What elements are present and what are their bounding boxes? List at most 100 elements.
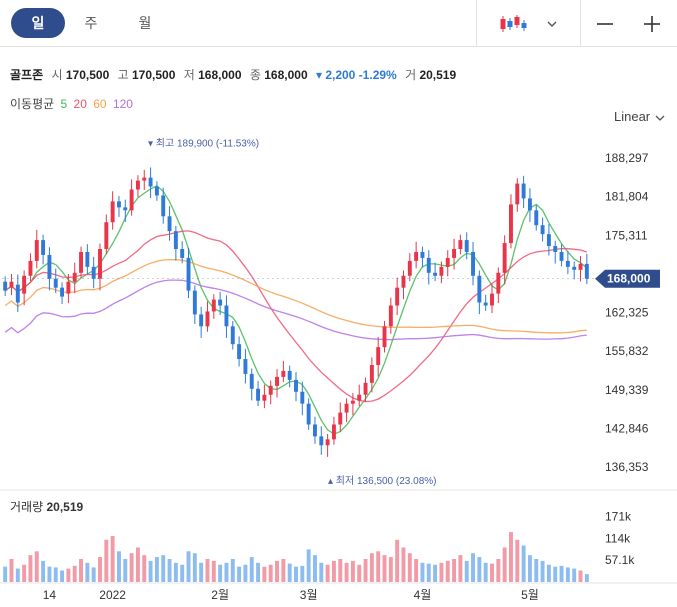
candle-body[interactable] (22, 275, 27, 294)
candle-body[interactable] (414, 251, 419, 261)
candle-body[interactable] (401, 275, 406, 288)
candle-body[interactable] (325, 439, 330, 446)
candle-body[interactable] (205, 311, 210, 327)
candle-body[interactable] (47, 254, 52, 279)
candle-body[interactable] (110, 201, 115, 223)
candle-body[interactable] (3, 281, 8, 291)
candle-body[interactable] (60, 287, 65, 297)
candle-body[interactable] (275, 376, 279, 386)
candle-body[interactable] (483, 302, 488, 306)
candle-body[interactable] (294, 379, 298, 392)
candle-body[interactable] (237, 344, 242, 360)
candle-body[interactable] (382, 326, 387, 348)
candle-body[interactable] (439, 266, 444, 276)
candle-body[interactable] (167, 216, 172, 232)
candle-body[interactable] (249, 373, 254, 389)
candle-body[interactable] (173, 231, 178, 249)
candle-body[interactable] (230, 326, 235, 345)
candle-body[interactable] (91, 266, 96, 279)
candle-body[interactable] (496, 272, 501, 294)
candle-body[interactable] (306, 403, 311, 425)
candle-body[interactable] (161, 195, 166, 217)
candle-body[interactable] (268, 385, 273, 395)
candle-body[interactable] (572, 266, 577, 270)
candle-body[interactable] (41, 240, 46, 255)
candle-body[interactable] (344, 403, 349, 413)
candle-body[interactable] (445, 257, 450, 267)
candle-body[interactable] (515, 183, 520, 205)
candle-body[interactable] (142, 177, 147, 181)
candle-body[interactable] (186, 257, 191, 291)
candle-body[interactable] (490, 293, 494, 306)
candle-body[interactable] (331, 424, 336, 440)
tab-daily[interactable]: 일 (11, 8, 65, 38)
candle-body[interactable] (117, 201, 121, 208)
candle-body[interactable] (34, 240, 39, 261)
candle-body[interactable] (180, 248, 185, 258)
candle-body[interactable] (521, 183, 526, 199)
candle-body[interactable] (287, 370, 292, 380)
candle-body[interactable] (9, 281, 14, 288)
candle-body[interactable] (388, 305, 393, 327)
candle-body[interactable] (464, 240, 469, 252)
candle-body[interactable] (458, 240, 463, 249)
candle-body[interactable] (15, 284, 20, 303)
candle-body[interactable] (224, 305, 229, 327)
candle-body[interactable] (218, 299, 223, 306)
candle-body[interactable] (509, 204, 513, 244)
candle-body[interactable] (433, 272, 438, 276)
chart-type-selector[interactable] (477, 0, 577, 47)
candle-body[interactable] (300, 391, 305, 404)
candle-body[interactable] (363, 382, 368, 395)
candle-body[interactable] (426, 257, 431, 273)
candle-body[interactable] (527, 198, 532, 211)
candle-body[interactable] (154, 186, 159, 196)
candle-body[interactable] (66, 281, 71, 294)
candle-body[interactable] (72, 272, 77, 282)
candle-body[interactable] (281, 370, 286, 377)
candle-body[interactable] (129, 189, 134, 211)
candle-body[interactable] (85, 251, 90, 267)
candle-body[interactable] (211, 299, 216, 312)
candle-body[interactable] (502, 243, 507, 273)
zoom-out-button[interactable] (585, 0, 625, 47)
candle-body[interactable] (452, 248, 457, 258)
candle-body[interactable] (559, 251, 564, 261)
candle-body[interactable] (79, 251, 83, 273)
candle-body[interactable] (98, 248, 102, 279)
candle-body[interactable] (369, 364, 374, 383)
zoom-in-button[interactable] (632, 0, 672, 47)
candle-body[interactable] (546, 234, 551, 247)
candle-body[interactable] (256, 388, 261, 401)
candle-body[interactable] (313, 424, 317, 437)
candle-body[interactable] (123, 207, 128, 211)
candle-body[interactable] (407, 260, 412, 276)
candle-body[interactable] (565, 260, 570, 267)
tab-monthly[interactable]: 월 (138, 15, 152, 31)
candle-body[interactable] (376, 347, 381, 365)
candle-body[interactable] (540, 225, 545, 235)
candle-body[interactable] (199, 314, 204, 327)
candle-body[interactable] (338, 412, 343, 425)
candle-body[interactable] (477, 275, 482, 303)
candle-body[interactable] (135, 180, 140, 190)
candle-body[interactable] (584, 263, 589, 279)
candle-body[interactable] (553, 246, 558, 252)
candle-body[interactable] (53, 278, 58, 288)
candle-body[interactable] (28, 260, 33, 276)
scale-selector[interactable]: Linear (614, 109, 666, 124)
candle-body[interactable] (350, 400, 355, 404)
candle-body[interactable] (243, 359, 248, 374)
candle-body[interactable] (395, 287, 400, 306)
candle-body[interactable] (148, 177, 153, 187)
candle-body[interactable] (471, 251, 475, 276)
candle-body[interactable] (192, 290, 197, 315)
candle-body[interactable] (262, 394, 267, 401)
candle-body[interactable] (319, 436, 324, 446)
moving-average-legend[interactable]: 이동평균 5 20 60 120 (10, 95, 136, 112)
candle-body[interactable] (357, 394, 362, 401)
candle-body[interactable] (104, 222, 109, 249)
candle-body[interactable] (534, 210, 539, 226)
tab-weekly[interactable]: 주 (84, 15, 98, 31)
candle-body[interactable] (578, 263, 583, 270)
